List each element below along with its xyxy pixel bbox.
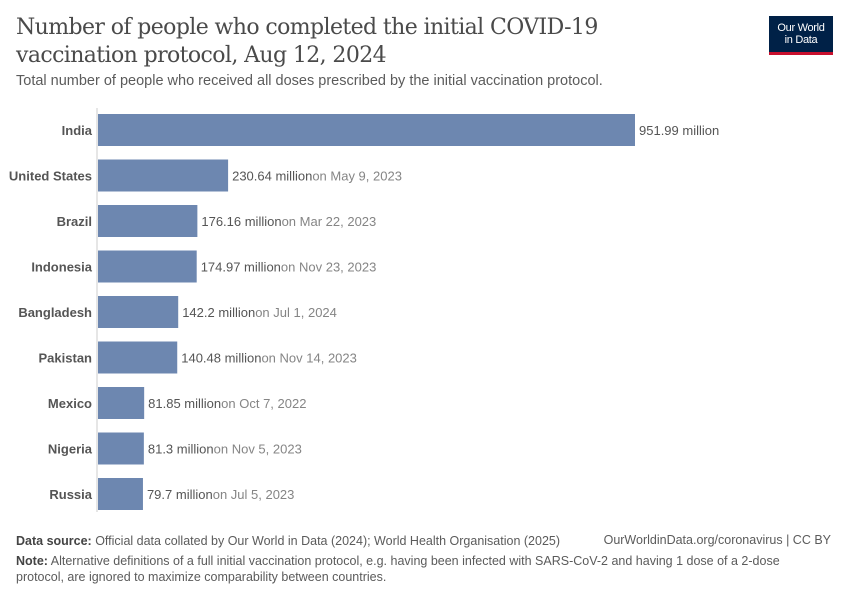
value-text: 81.85 million [148, 396, 221, 411]
value-label: 140.48 millionon Nov 14, 2023 [181, 351, 357, 366]
value-label: 81.3 millionon Nov 5, 2023 [148, 442, 302, 457]
logo-line-1: Our World [777, 22, 825, 34]
category-label: Russia [49, 487, 92, 502]
note: Note: Alternative definitions of a full … [16, 553, 816, 585]
bar[interactable] [98, 341, 178, 374]
note-label: Note: [16, 554, 48, 568]
bar[interactable] [98, 114, 635, 146]
source-label: Data source: [16, 534, 92, 548]
bar[interactable] [98, 387, 145, 419]
source-text: Official data collated by Our World in D… [91, 534, 561, 548]
date-text: on Nov 5, 2023 [214, 442, 302, 457]
value-text: 81.3 million [148, 442, 214, 457]
value-text: 79.7 million [147, 487, 213, 502]
bar[interactable] [98, 205, 198, 237]
value-text: 142.2 million [182, 305, 255, 320]
bar[interactable] [98, 478, 143, 510]
bar[interactable] [98, 432, 144, 465]
value-label: 951.99 million [639, 123, 719, 138]
owid-logo[interactable]: Our World in Data [769, 16, 833, 55]
bar-chart: India 951.99 million United States 230.64 m… [9, 108, 719, 512]
date-text: on Jul 5, 2023 [213, 487, 295, 502]
bar[interactable] [98, 296, 179, 328]
category-label: Bangladesh [18, 305, 92, 320]
value-text: 176.16 million [201, 214, 281, 229]
value-label: 79.7 millionon Jul 5, 2023 [147, 487, 294, 502]
bar[interactable] [98, 250, 197, 283]
category-label: Indonesia [31, 260, 92, 275]
note-text: Alternative definitions of a full initia… [16, 554, 780, 584]
value-label: 176.16 millionon Mar 22, 2023 [201, 214, 376, 229]
bar[interactable] [98, 159, 229, 192]
value-label: 81.85 millionon Oct 7, 2022 [148, 396, 306, 411]
date-text: on Nov 23, 2023 [281, 260, 376, 275]
value-text: 951.99 million [639, 123, 719, 138]
chart-title: Number of people who completed the initi… [16, 15, 598, 68]
logo-line-2: in Data [784, 34, 818, 46]
chart-subtitle: Total number of people who received all … [16, 73, 603, 89]
data-source: Data source: Official data collated by O… [16, 533, 560, 549]
value-label: 174.97 millionon Nov 23, 2023 [201, 260, 377, 275]
category-label: Brazil [57, 214, 92, 229]
value-label: 142.2 millionon Jul 1, 2024 [182, 305, 337, 320]
category-label: India [62, 123, 93, 138]
category-label: Mexico [48, 396, 92, 411]
value-label: 230.64 millionon May 9, 2023 [232, 169, 402, 184]
category-label: United States [9, 169, 92, 184]
date-text: on Jul 1, 2024 [255, 305, 337, 320]
date-text: on Oct 7, 2022 [221, 396, 306, 411]
value-text: 140.48 million [181, 351, 261, 366]
category-label: Pakistan [39, 351, 93, 366]
value-text: 174.97 million [201, 260, 281, 275]
date-text: on May 9, 2023 [312, 169, 402, 184]
source-url-link[interactable]: OurWorldinData.org/coronavirus | CC BY [603, 533, 831, 547]
date-text: on Mar 22, 2023 [282, 214, 377, 229]
value-text: 230.64 million [232, 169, 312, 184]
date-text: on Nov 14, 2023 [261, 351, 356, 366]
category-label: Nigeria [48, 442, 93, 457]
